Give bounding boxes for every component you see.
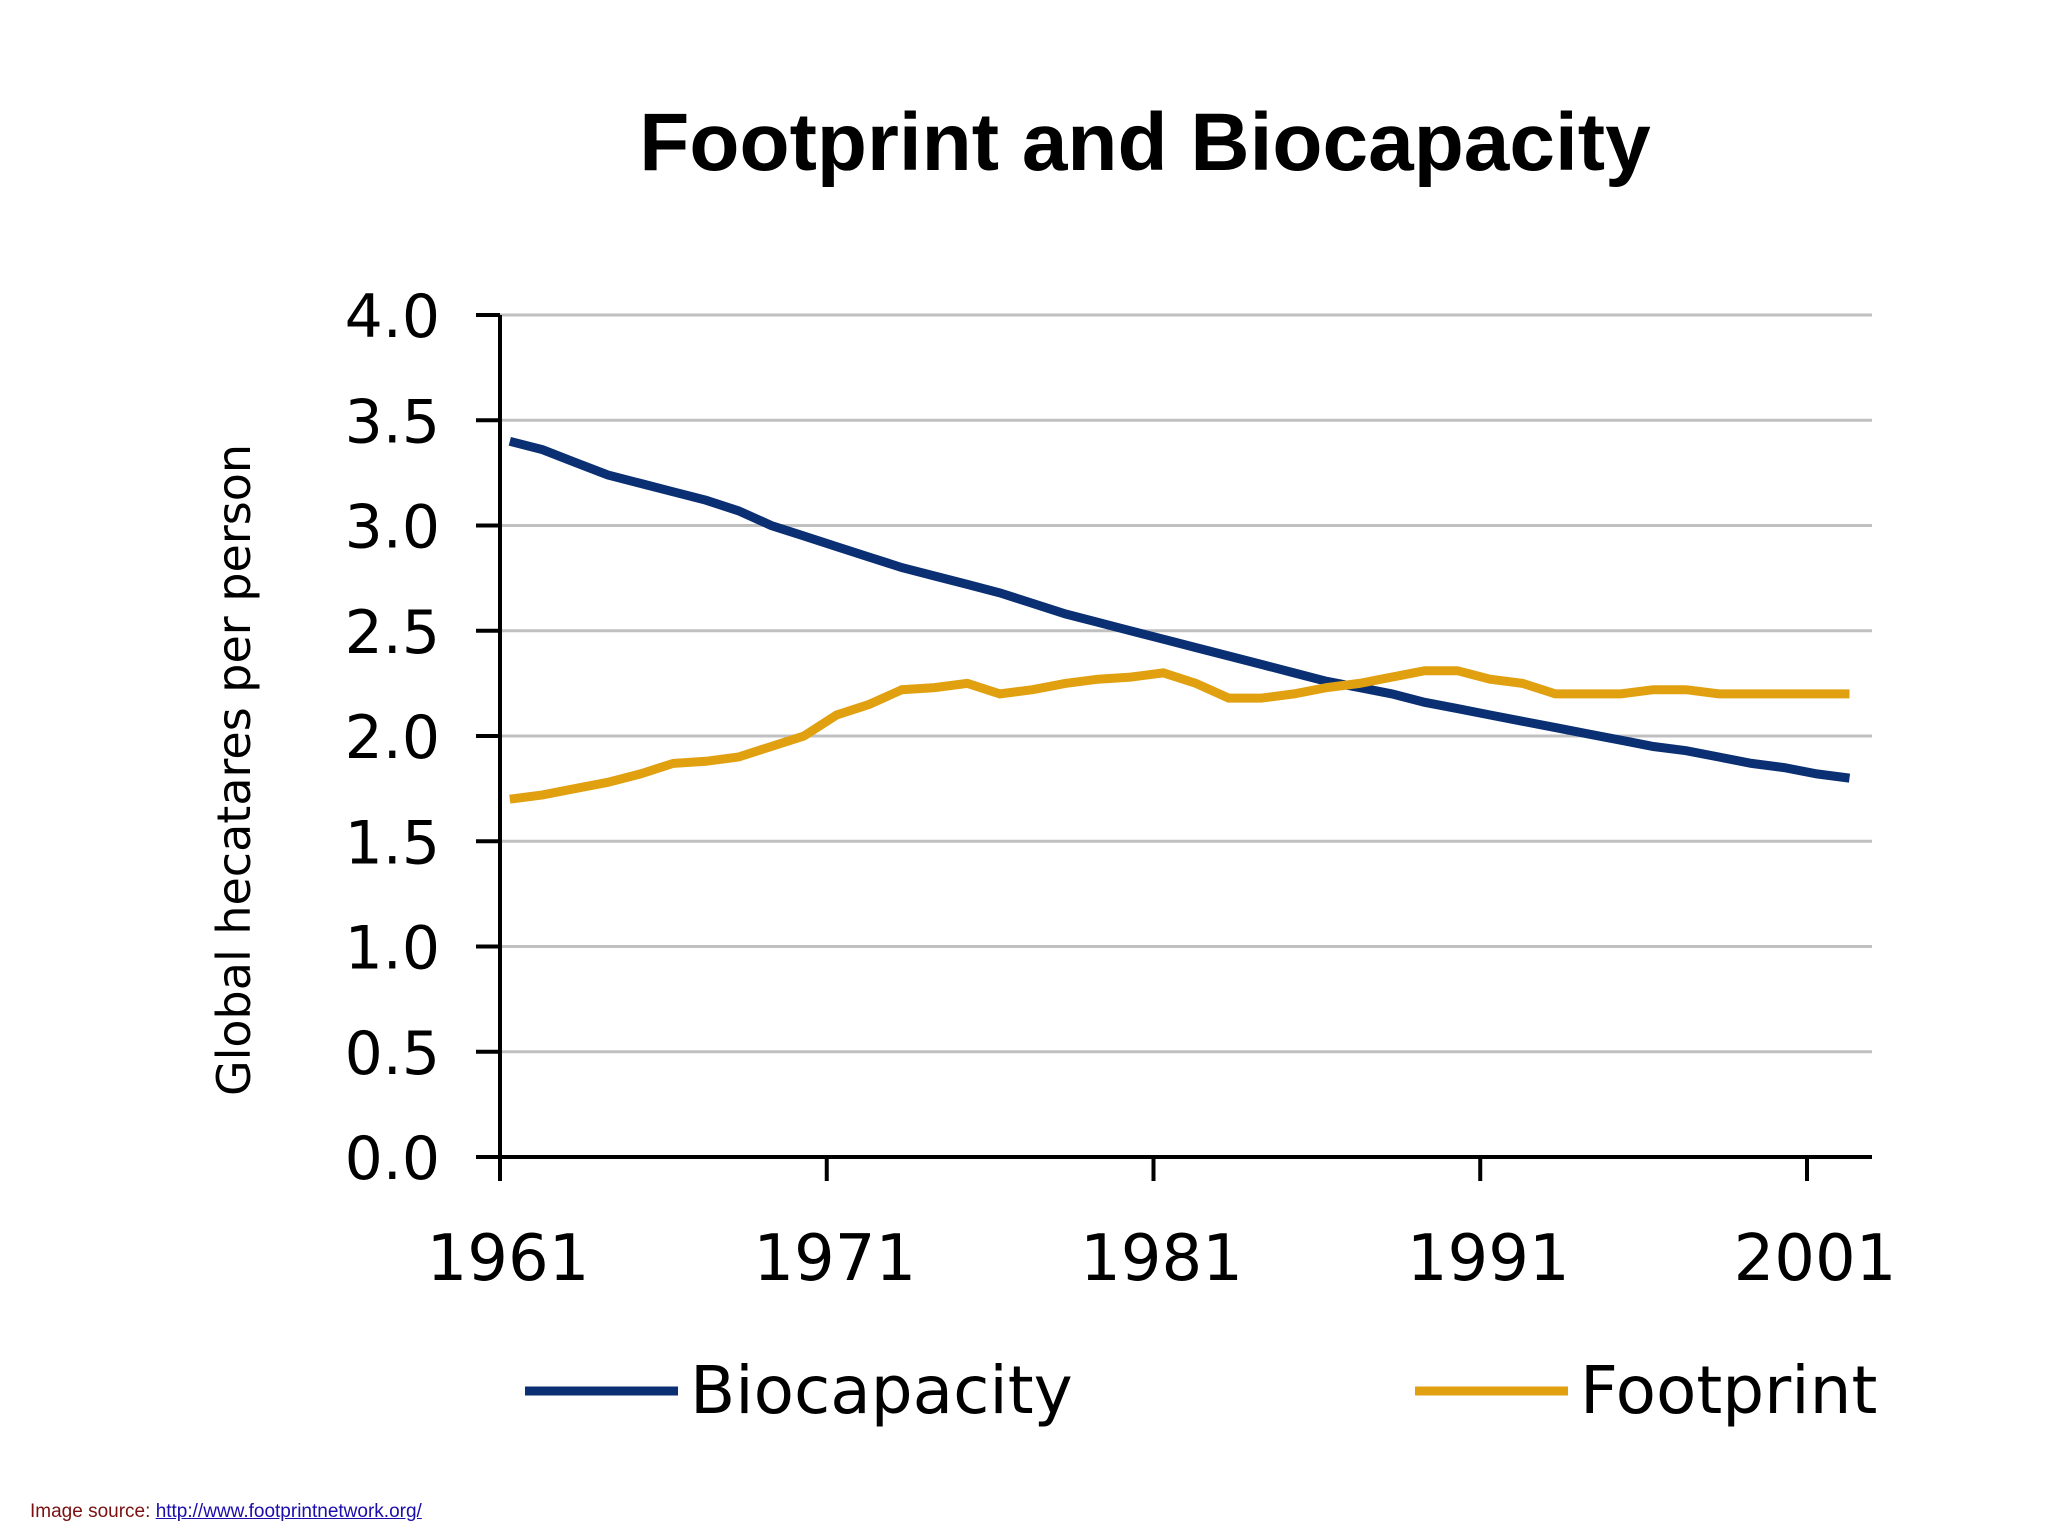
y-tick-label: 2.0 [345, 703, 440, 773]
x-tick-label: 1971 [753, 1222, 916, 1296]
gridlines [500, 313, 1872, 1054]
y-axis-label: Global hecatares per person [207, 444, 261, 1096]
series-line-biocapacity [508, 436, 1851, 783]
x-tick-labels: 1961 1971 1981 1991 2001 [427, 1222, 1897, 1296]
y-tick-label: 2.5 [345, 598, 440, 668]
y-tick-labels: 0.0 0.5 1.0 1.5 2.0 2.5 3.0 3.5 4.0 [345, 282, 440, 1194]
image-source-note: Image source: http://www.footprintnetwor… [30, 1501, 422, 1523]
series-line-footprint [509, 666, 1850, 804]
y-tick-label: 4.0 [345, 282, 440, 352]
x-tick-label: 1961 [427, 1222, 590, 1296]
chart-title: Footprint and Biocapacity [639, 97, 1651, 188]
y-tick-label: 1.5 [345, 808, 440, 878]
x-tick-label: 2001 [1734, 1222, 1897, 1296]
y-tick-label: 3.5 [345, 387, 440, 457]
series-lines [508, 436, 1851, 804]
legend: Biocapacity Footprint [525, 1352, 1877, 1429]
axes [476, 313, 1872, 1181]
x-tick-label: 1991 [1407, 1222, 1570, 1296]
y-tick-label: 0.0 [345, 1124, 440, 1194]
y-tick-label: 0.5 [345, 1019, 440, 1089]
source-label: Image source: [30, 1501, 151, 1522]
x-tick-label: 1981 [1080, 1222, 1243, 1296]
legend-label-footprint: Footprint [1580, 1352, 1877, 1429]
legend-label-biocapacity: Biocapacity [690, 1352, 1073, 1429]
y-tick-label: 1.0 [345, 914, 440, 984]
y-tick-label: 3.0 [345, 493, 440, 563]
source-link[interactable]: http://www.footprintnetwork.org/ [155, 1501, 422, 1522]
